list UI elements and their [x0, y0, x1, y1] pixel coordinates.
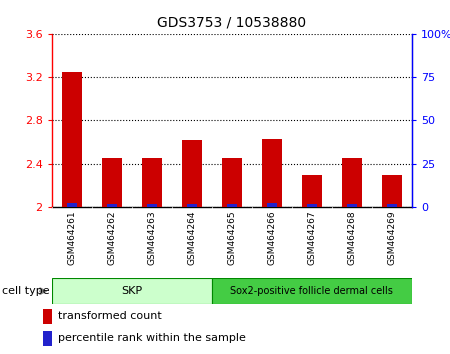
Bar [347, 205, 357, 207]
Bar [67, 203, 77, 207]
Bar [307, 205, 317, 207]
Bar [212, 278, 412, 304]
Bar [147, 205, 157, 207]
Bar [262, 139, 282, 207]
Text: GSM464269: GSM464269 [387, 211, 396, 265]
Text: GSM464262: GSM464262 [107, 211, 116, 265]
Bar [387, 205, 397, 207]
Text: GSM464261: GSM464261 [67, 211, 76, 265]
Text: SKP: SKP [121, 286, 142, 296]
Text: transformed count: transformed count [58, 312, 161, 321]
Text: GSM464268: GSM464268 [347, 211, 356, 265]
Bar [342, 158, 362, 207]
Title: GDS3753 / 10538880: GDS3753 / 10538880 [157, 16, 306, 30]
Bar [182, 140, 202, 207]
Bar [142, 158, 162, 207]
Text: GSM464265: GSM464265 [227, 211, 236, 265]
Text: GSM464264: GSM464264 [187, 211, 196, 265]
Text: percentile rank within the sample: percentile rank within the sample [58, 333, 245, 343]
Text: cell type: cell type [2, 286, 50, 296]
Text: GSM464267: GSM464267 [307, 211, 316, 265]
Bar [62, 72, 82, 207]
Text: GSM464263: GSM464263 [147, 211, 156, 265]
Bar [102, 158, 122, 207]
Text: GSM464266: GSM464266 [267, 211, 276, 265]
Bar [43, 331, 52, 346]
Bar [267, 203, 277, 207]
Bar [227, 205, 237, 207]
Bar [52, 278, 212, 304]
Bar [302, 175, 322, 207]
Bar [43, 309, 52, 324]
Text: Sox2-positive follicle dermal cells: Sox2-positive follicle dermal cells [230, 286, 393, 296]
Bar [107, 205, 117, 207]
Bar [382, 175, 402, 207]
Bar [222, 158, 242, 207]
Bar [187, 204, 197, 207]
